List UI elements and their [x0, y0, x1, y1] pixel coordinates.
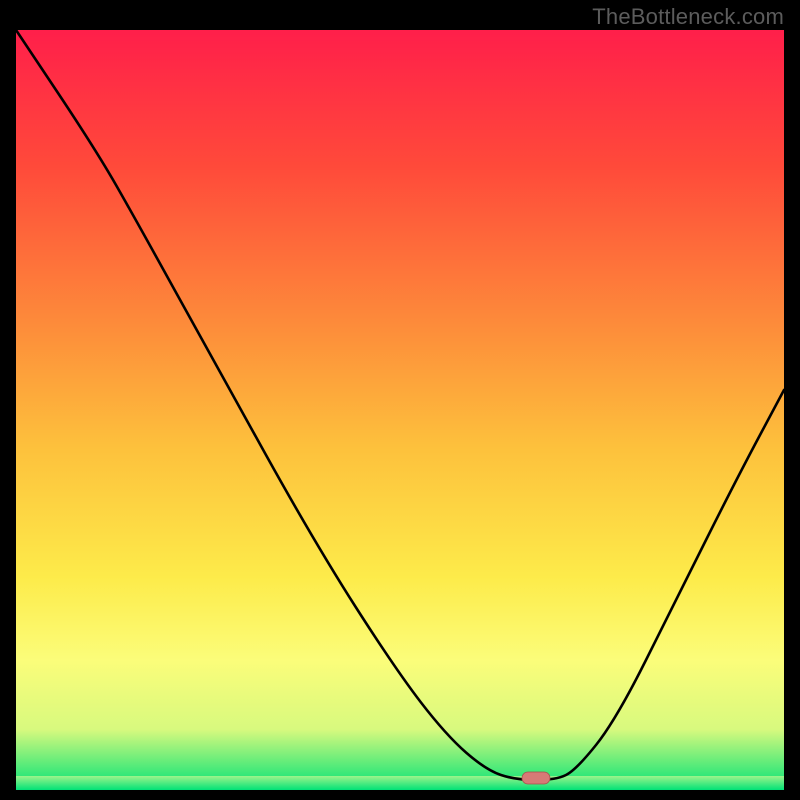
chart-frame: { "watermark": { "text": "TheBottleneck.…	[0, 0, 800, 800]
green-bottom-strip	[16, 776, 784, 790]
plot-area	[16, 30, 784, 790]
bottleneck-chart-svg	[16, 30, 784, 790]
optimum-marker[interactable]	[522, 772, 550, 784]
gradient-background	[16, 30, 784, 790]
watermark-text: TheBottleneck.com	[592, 4, 784, 30]
